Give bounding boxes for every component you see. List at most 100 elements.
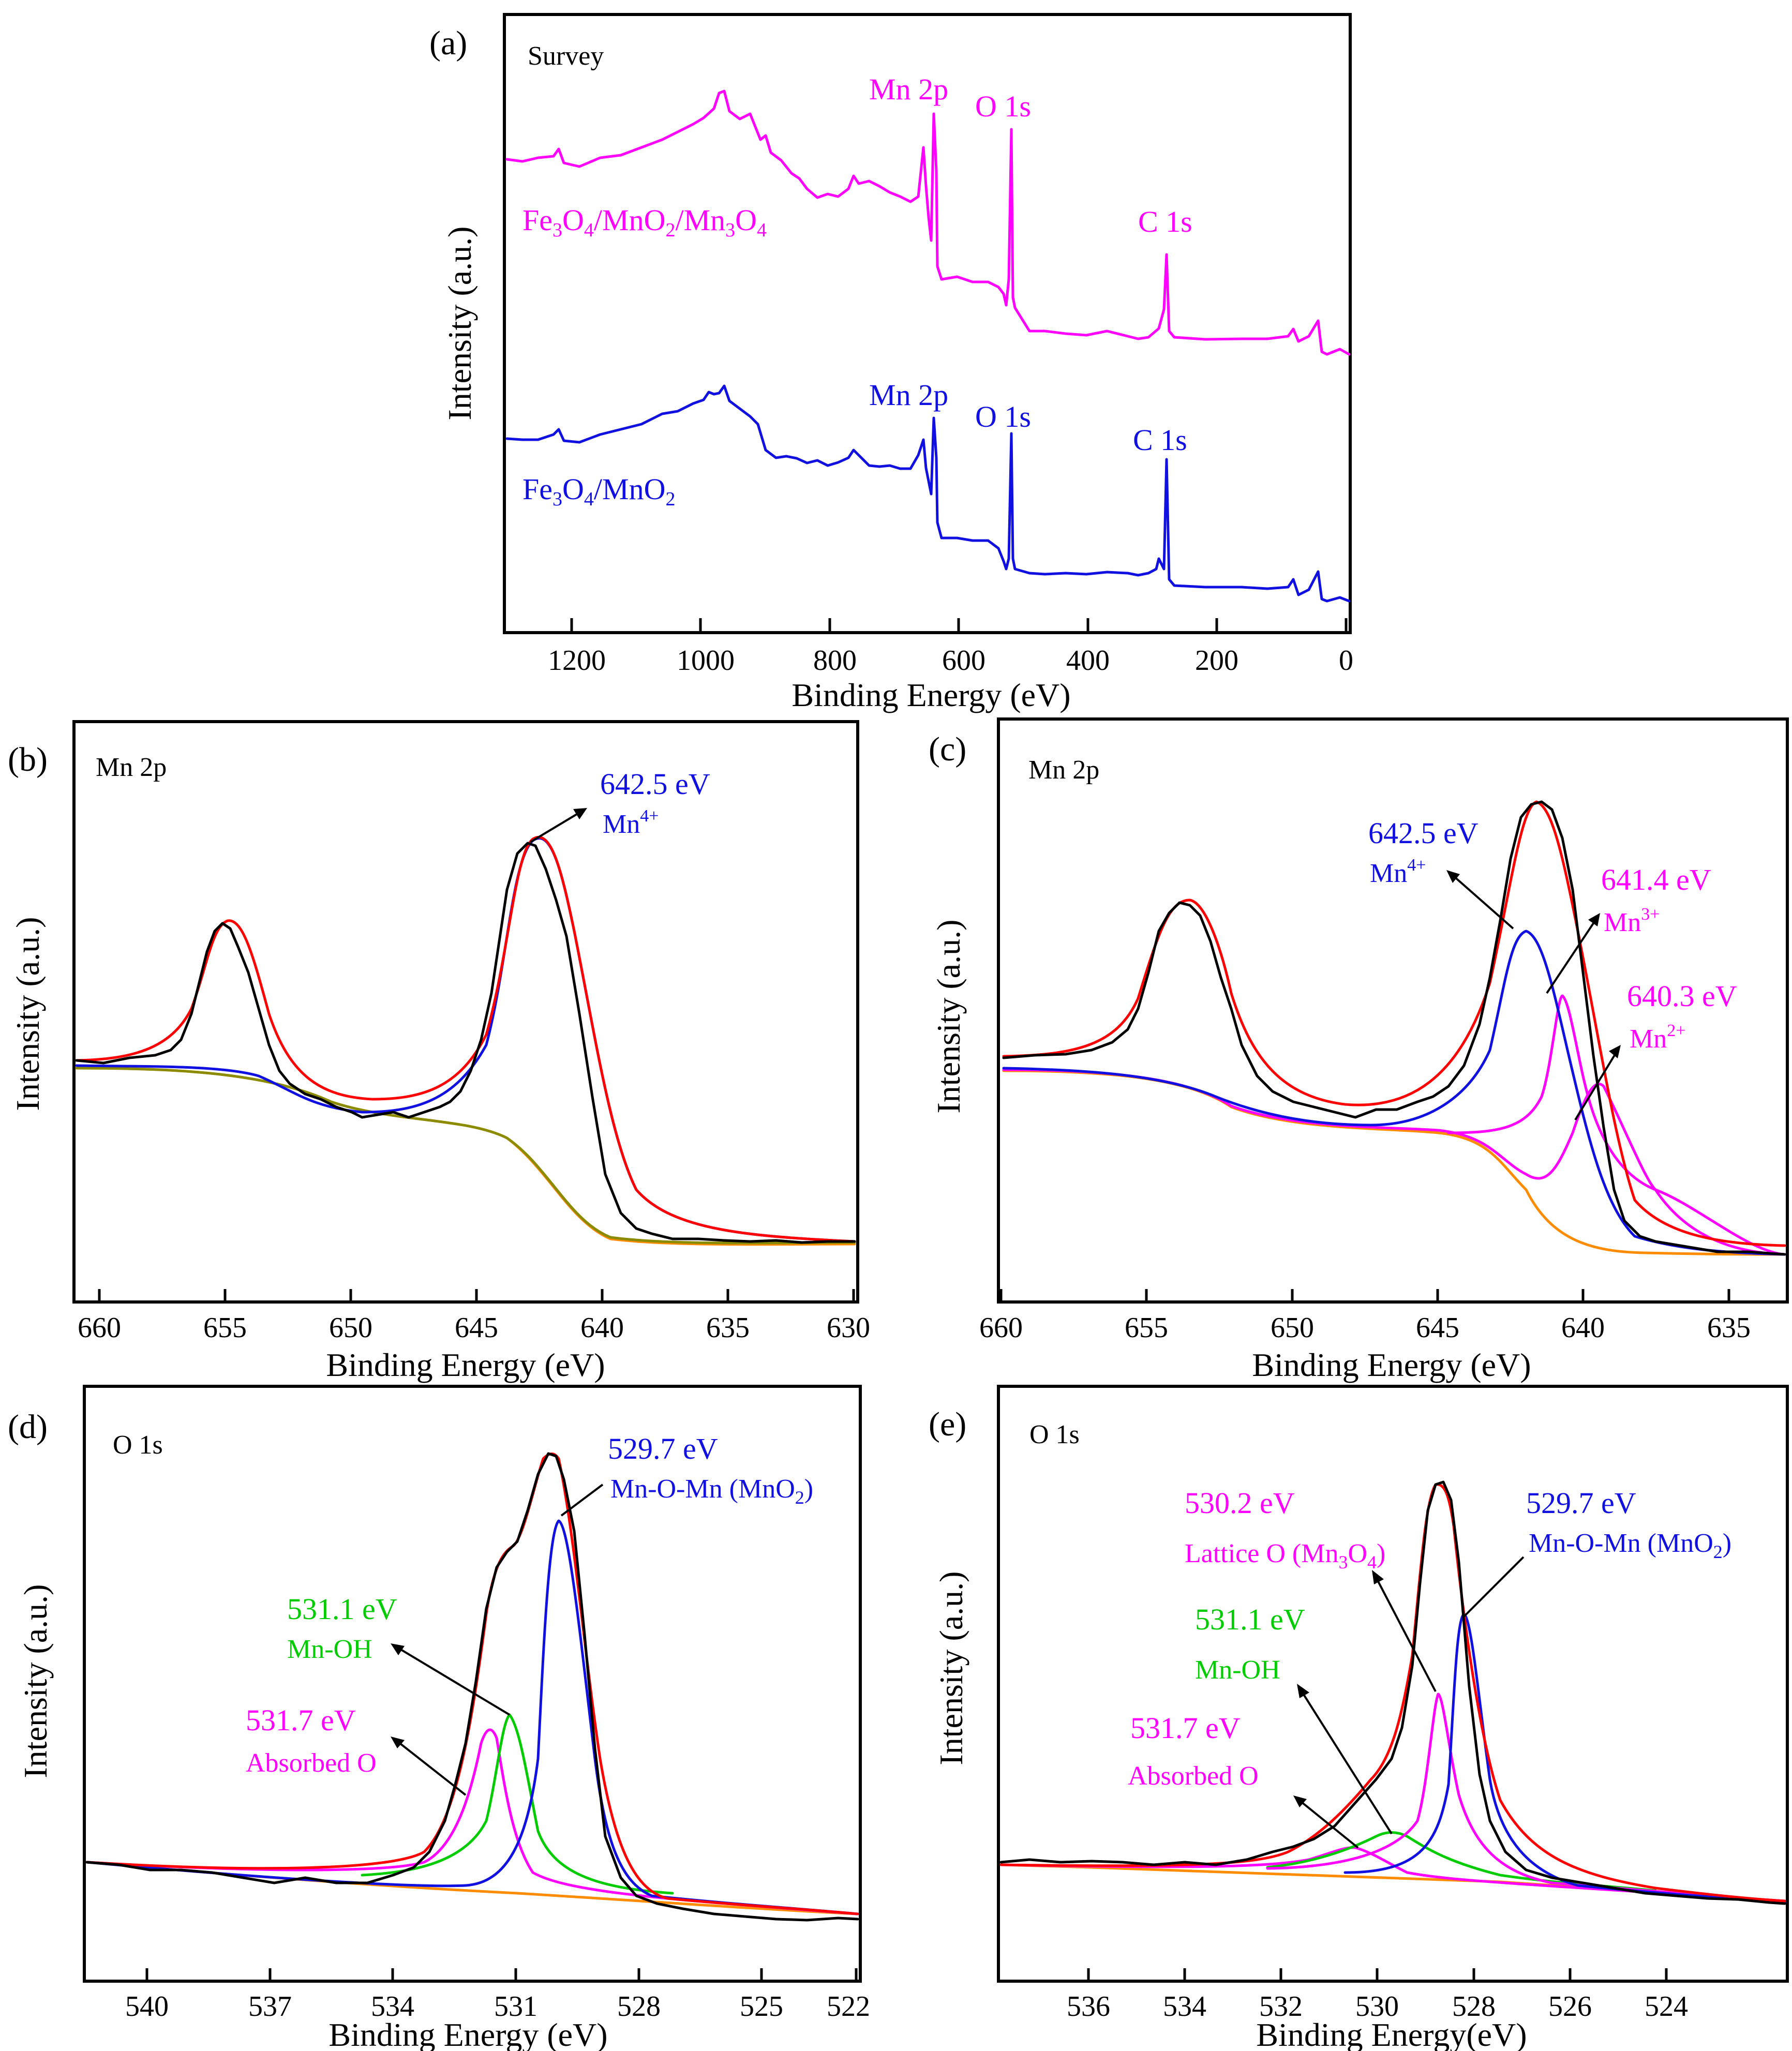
survey-mag-o1s-label: O 1s [975,89,1031,123]
panel-a-frame [503,13,1352,634]
tick-label: 528 [1452,1990,1496,2023]
tick-label: 528 [617,1990,661,2023]
tick-label: 640 [1561,1312,1605,1344]
o1s-e-mn-oh [1266,1831,1657,1892]
arrow-head-icon [1588,913,1600,926]
panel-a-title: Survey [528,41,604,71]
tick-label: 525 [740,1990,783,2023]
formula-subscript: 3 [552,488,562,510]
panel-d-xlabel: Binding Energy (eV) [328,2016,607,2051]
arrow-head-icon [1293,1795,1307,1807]
species-close: ) [1377,1539,1385,1568]
mno2-pointer-arrow [1463,1556,1525,1618]
tick-label: 650 [329,1312,372,1344]
survey-blue-sample-label: Fe3O4/MnO2 [522,472,675,510]
species-subscript: 2 [1713,1541,1723,1562]
tick-label: 534 [371,1990,414,2023]
arrow-head-icon [391,1736,405,1748]
survey-mag-sample-label: Fe3O4/MnO2/Mn3O4 [522,203,767,241]
panel-b-title: Mn 2p [96,753,167,782]
tick-label: 532 [1259,1990,1303,2023]
o1s-d-mn-oh [361,1713,674,1895]
mn4-pointer-arrow [1447,871,1514,930]
panel-e-xlabel: Binding Energy(eV) [1256,2016,1527,2051]
peak-e-mno2-energy: 529.7 eV [1526,1486,1636,1520]
peak-c-mn4-energy: 642.5 eV [1368,816,1479,850]
mn2p-b-raw-data [75,842,856,1244]
tick-label: 0 [1339,645,1353,677]
tick-label: 400 [1066,645,1110,677]
formula-part: O [562,203,584,237]
peak-c-mn2-species: Mn2+ [1630,1021,1685,1054]
panel-b-ylabel: Intensity (a.u.) [9,917,46,1111]
peak-d-mno2-energy: 529.7 eV [608,1432,718,1465]
survey-trace-fe3o4-mno2-mn3o4 [505,89,1351,356]
panel-c: (c) Mn 2p 660 655 650 645 640 635 Bindin… [929,717,1789,1383]
arrow-head-icon [1372,1570,1384,1584]
panel-c-frame [997,717,1789,1304]
panel-b-frame [72,720,859,1304]
peak-e-mnoh-species: Mn-OH [1195,1655,1280,1685]
survey-mag-c1s-label: C 1s [1138,205,1192,238]
peak-c-mn2-energy: 640.3 eV [1627,979,1737,1013]
survey-mag-mn2p-label: Mn 2p [869,72,948,106]
ion-charge: 4+ [1407,856,1426,875]
peak-b-species: Mn4+ [603,806,659,839]
ion-charge: 4+ [640,806,659,826]
species-name: Mn-O-Mn (MnO [610,1474,795,1504]
ion-charge: 2+ [1667,1021,1685,1040]
o1s-e-raw-data [999,1480,1786,1905]
formula-subscript: 4 [757,219,767,241]
panel-e: (e) O 1s 536 534 532 530 528 526 524 Bin… [929,1385,1789,2051]
o1s-d-absorbed-o [85,1728,859,1915]
formula-subscript: 3 [725,219,735,241]
panel-d-ticks [145,1968,858,1981]
formula-part: /MnO [594,203,666,237]
panel-e-letter: (e) [929,1405,966,1443]
tick-label: 524 [1645,1990,1688,2023]
panel-a: (a) Survey 1200 1000 800 600 400 200 0 B… [429,13,1353,713]
tick-label: 531 [494,1990,537,2023]
tick-label: 650 [1271,1312,1314,1344]
panel-d-frame [83,1385,862,1983]
absorbed-o-pointer-arrow [392,1737,467,1796]
tick-label: 640 [580,1312,624,1344]
o1s-d-envelope-red [85,1453,859,1915]
panel-b-xlabel: Binding Energy (eV) [326,1346,605,1383]
panel-c-ticks [999,1289,1730,1302]
tick-label: 1200 [548,645,606,677]
tick-label: 635 [706,1312,750,1344]
species-name: Lattice O (Mn [1185,1539,1338,1568]
formula-part: /MnO [594,472,666,506]
peak-e-mnoh-energy: 531.1 eV [1195,1603,1305,1636]
tick-label: 526 [1548,1990,1592,2023]
tick-label: 655 [203,1312,247,1344]
species-name: O [1348,1539,1367,1568]
panel-c-ylabel: Intensity (a.u.) [930,920,967,1114]
peak-e-absorbed-energy: 531.7 eV [1130,1711,1241,1745]
peak-d-absorbed-species: Absorbed O [246,1748,377,1778]
o1s-e-absorbed-o [999,1846,1786,1903]
formula-part: /Mn [675,203,725,237]
arrow-head-icon [1609,1045,1621,1058]
peak-e-lattice-species: Lattice O (Mn3O4) [1185,1539,1385,1573]
peak-c-mn3-species: Mn3+ [1604,905,1660,937]
mno2-pointer-arrow [560,1484,604,1517]
species-subscript: 3 [1338,1552,1348,1573]
tick-label: 660 [78,1312,121,1344]
mn2p-c-background-orange [1002,1069,1786,1256]
mn2p-b-background-orange [75,1067,856,1246]
formula-subscript: 3 [552,219,562,241]
tick-label: 645 [455,1312,498,1344]
tick-label: 635 [1707,1312,1751,1344]
ion-charge: 3+ [1641,905,1660,924]
arrow-head-icon [391,1643,405,1655]
panel-b-letter: (b) [8,741,48,779]
panel-e-ticks [1087,1968,1668,1981]
panel-d-title: O 1s [113,1430,163,1460]
peak-e-mno2-species: Mn-O-Mn (MnO2) [1529,1529,1731,1562]
arrow-head-icon [1297,1684,1309,1698]
panel-e-title: O 1s [1029,1420,1080,1449]
formula-subscript: 4 [584,488,594,510]
